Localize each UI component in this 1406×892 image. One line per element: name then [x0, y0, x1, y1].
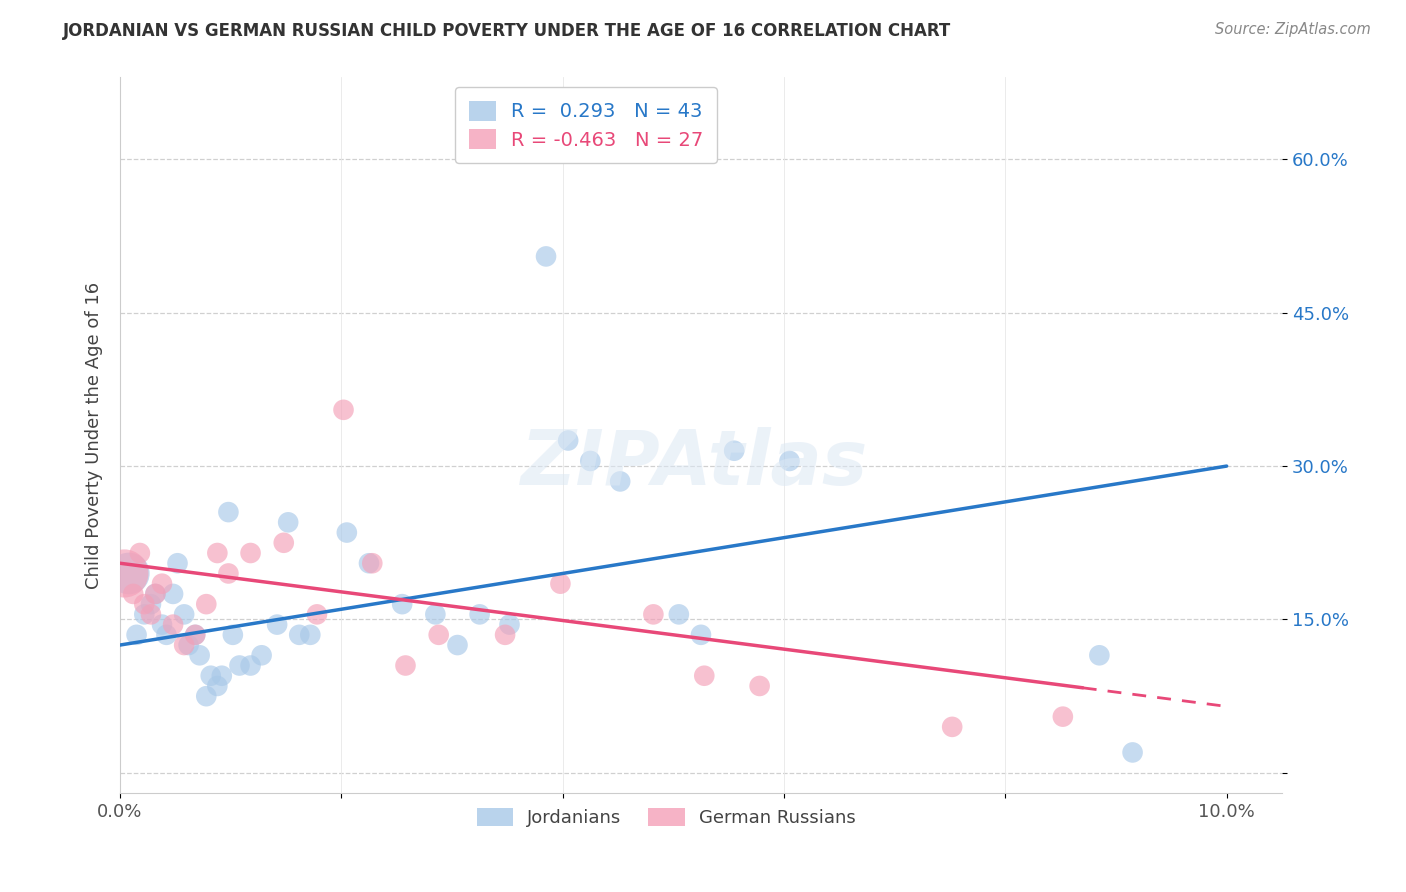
Point — [643, 607, 665, 622]
Text: Source: ZipAtlas.com: Source: ZipAtlas.com — [1215, 22, 1371, 37]
Point — [217, 566, 239, 581]
Point — [550, 576, 572, 591]
Point — [145, 587, 167, 601]
Point — [155, 628, 177, 642]
Point — [288, 628, 311, 642]
Point — [217, 505, 239, 519]
Point — [177, 638, 200, 652]
Point — [162, 587, 184, 601]
Point — [668, 607, 690, 622]
Point — [125, 628, 148, 642]
Point — [357, 556, 380, 570]
Point — [134, 597, 156, 611]
Point — [748, 679, 770, 693]
Point — [494, 628, 516, 642]
Y-axis label: Child Poverty Under the Age of 16: Child Poverty Under the Age of 16 — [86, 282, 103, 589]
Point — [112, 566, 135, 581]
Point — [305, 607, 328, 622]
Point — [468, 607, 491, 622]
Point — [173, 638, 195, 652]
Point — [195, 597, 218, 611]
Point — [361, 556, 384, 570]
Point — [498, 617, 520, 632]
Point — [162, 617, 184, 632]
Point — [391, 597, 413, 611]
Point — [184, 628, 207, 642]
Point — [1122, 746, 1144, 760]
Point — [779, 454, 801, 468]
Point — [250, 648, 273, 663]
Point — [579, 454, 602, 468]
Point — [150, 617, 173, 632]
Point — [277, 516, 299, 530]
Point — [723, 443, 745, 458]
Point — [122, 587, 145, 601]
Point — [128, 546, 150, 560]
Point — [266, 617, 288, 632]
Point — [139, 597, 162, 611]
Text: ZIPAtlas: ZIPAtlas — [522, 427, 869, 501]
Point — [427, 628, 450, 642]
Point — [425, 607, 447, 622]
Point — [134, 607, 156, 622]
Point — [207, 546, 229, 560]
Point — [394, 658, 416, 673]
Point — [534, 249, 557, 263]
Point — [188, 648, 211, 663]
Point — [332, 402, 354, 417]
Point — [693, 669, 716, 683]
Point — [1088, 648, 1111, 663]
Point — [609, 475, 631, 489]
Point — [139, 607, 162, 622]
Point — [239, 546, 262, 560]
Point — [446, 638, 468, 652]
Point — [1052, 709, 1074, 723]
Point — [195, 689, 218, 703]
Legend: Jordanians, German Russians: Jordanians, German Russians — [470, 801, 863, 834]
Point — [941, 720, 963, 734]
Point — [184, 628, 207, 642]
Point — [273, 535, 295, 549]
Point — [299, 628, 322, 642]
Point — [336, 525, 359, 540]
Point — [145, 587, 167, 601]
Point — [173, 607, 195, 622]
Point — [557, 434, 579, 448]
Point — [228, 658, 250, 673]
Text: JORDANIAN VS GERMAN RUSSIAN CHILD POVERTY UNDER THE AGE OF 16 CORRELATION CHART: JORDANIAN VS GERMAN RUSSIAN CHILD POVERT… — [63, 22, 952, 40]
Point — [239, 658, 262, 673]
Point — [150, 576, 173, 591]
Point — [118, 566, 141, 581]
Point — [211, 669, 233, 683]
Point — [690, 628, 713, 642]
Point — [222, 628, 245, 642]
Point — [207, 679, 229, 693]
Point — [200, 669, 222, 683]
Point — [166, 556, 188, 570]
